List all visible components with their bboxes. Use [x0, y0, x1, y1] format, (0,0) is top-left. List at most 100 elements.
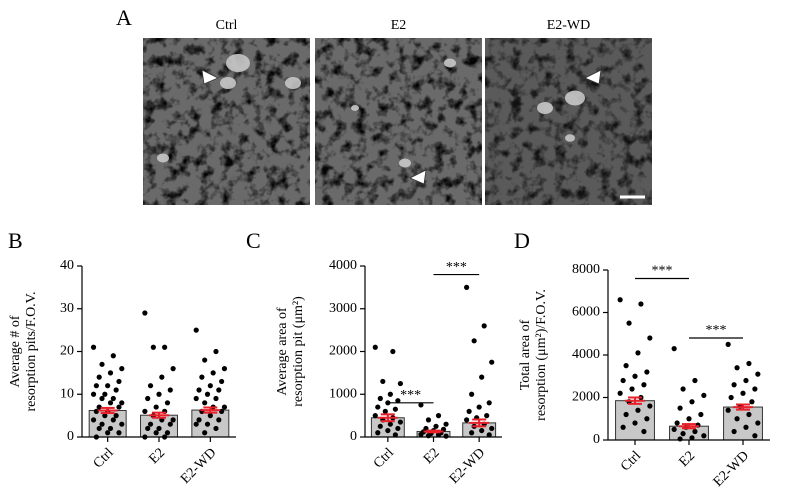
data-point: [743, 424, 749, 430]
data-point: [390, 348, 396, 355]
data-point: [680, 386, 686, 392]
panel-label: B: [8, 228, 23, 253]
data-point: [93, 383, 99, 389]
x-tick-label: E2-WD: [711, 448, 752, 489]
y-tick-label: 4000: [572, 347, 600, 362]
data-point: [119, 366, 125, 372]
x-tick-label: E2: [421, 445, 443, 467]
data-point: [164, 430, 171, 436]
data-point: [464, 417, 470, 423]
data-point: [90, 344, 97, 350]
data-point: [752, 386, 758, 392]
data-point: [159, 374, 165, 380]
data-point: [116, 378, 122, 385]
arrowhead: [584, 69, 602, 85]
y-tick-label: 10: [60, 386, 74, 401]
data-point: [102, 391, 108, 397]
data-point: [626, 320, 632, 326]
data-point: [170, 366, 176, 372]
resorption-pit: [220, 77, 236, 89]
data-point: [102, 413, 108, 419]
data-point: [377, 395, 383, 402]
data-point: [162, 344, 168, 350]
data-point: [110, 395, 116, 402]
data-point: [731, 382, 737, 388]
data-point: [372, 413, 378, 419]
data-point: [193, 327, 199, 333]
data-point: [443, 433, 449, 439]
data-point: [99, 361, 105, 367]
image-title: Ctrl: [216, 18, 238, 33]
y-tick-label: 2000: [572, 390, 600, 405]
error-bar: [625, 396, 645, 405]
data-point: [99, 421, 105, 427]
data-point: [418, 431, 424, 438]
data-point: [632, 373, 638, 379]
x-tick-label: Ctrl: [371, 445, 397, 471]
data-point: [119, 400, 125, 406]
data-point: [142, 408, 148, 414]
data-point: [644, 369, 650, 375]
data-point: [375, 430, 381, 436]
micrograph-texture: [315, 38, 482, 205]
data-point: [647, 403, 653, 409]
data-point: [617, 390, 623, 396]
data-point: [107, 400, 114, 406]
data-point: [641, 428, 647, 435]
data-point: [489, 425, 495, 432]
error-bar: [200, 406, 221, 414]
data-point: [90, 417, 97, 423]
data-point: [110, 353, 116, 359]
data-point: [204, 421, 211, 427]
data-point: [96, 374, 102, 380]
y-tick-label: 30: [60, 301, 74, 316]
data-point: [392, 406, 398, 412]
y-tick-label: 0: [593, 432, 600, 447]
y-axis-label: Total area of: [518, 319, 533, 390]
data-point: [635, 407, 641, 413]
y-tick-label: 40: [60, 258, 74, 273]
panel-label: C: [246, 228, 261, 253]
data-point: [620, 424, 626, 430]
data-point: [216, 387, 222, 393]
x-tick-label: E2: [146, 445, 168, 467]
data-point: [153, 404, 159, 410]
data-point: [641, 382, 647, 388]
data-point: [644, 416, 650, 422]
data-point: [116, 404, 122, 410]
data-point: [110, 417, 116, 423]
data-point: [638, 301, 644, 307]
data-point: [213, 395, 219, 402]
x-tick-label: E2-WD: [178, 445, 219, 486]
data-point: [219, 378, 225, 385]
data-point: [199, 374, 205, 380]
data-point: [686, 416, 692, 422]
data-point: [113, 387, 119, 393]
data-point: [204, 391, 211, 397]
data-point: [207, 383, 213, 389]
data-point: [734, 365, 740, 371]
data-point: [105, 430, 111, 436]
micrographs: [143, 38, 652, 205]
data-point: [680, 431, 686, 437]
data-point: [755, 371, 761, 377]
error-bar: [733, 403, 753, 411]
data-point: [113, 413, 119, 419]
data-point: [164, 400, 171, 406]
data-point: [167, 387, 173, 393]
resorption-pit: [226, 54, 250, 72]
error-bar: [149, 411, 169, 419]
data-point: [150, 344, 156, 350]
data-point: [746, 411, 752, 418]
data-point: [382, 408, 388, 414]
data-point: [142, 310, 148, 316]
data-point: [486, 400, 492, 406]
y-tick-label: 4000: [329, 258, 357, 273]
significance-label: ***: [706, 323, 727, 338]
data-point: [701, 392, 707, 398]
y-tick-label: 20: [60, 344, 74, 359]
y-axis-label: resorption pit (μm²): [291, 296, 306, 407]
data-point: [193, 395, 199, 402]
resorption-pit: [399, 158, 411, 168]
